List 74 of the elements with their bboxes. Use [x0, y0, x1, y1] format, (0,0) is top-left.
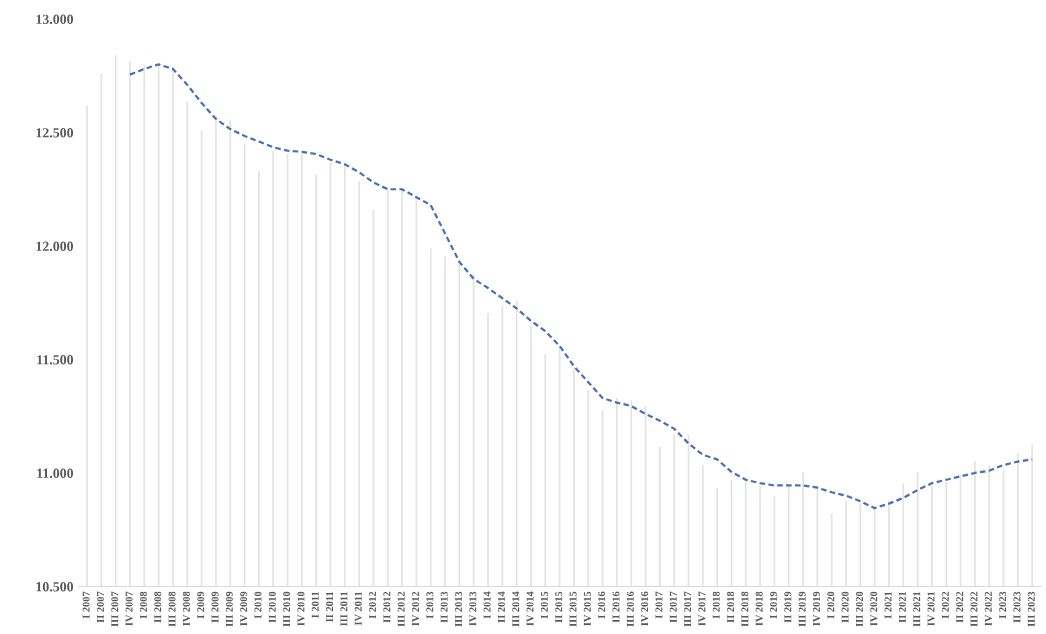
x-tick-label: IV 2009 [240, 591, 248, 626]
x-tick-label: II 2016 [612, 591, 620, 623]
x-tick-label: III 2008 [168, 591, 176, 627]
x-tick-label: IV 2022 [984, 591, 992, 626]
x-tick-label: II 2009 [211, 591, 219, 623]
x-tick-label: I 2010 [254, 591, 262, 619]
x-tick-label: II 2020 [841, 591, 849, 623]
x-tick-label: I 2017 [655, 591, 663, 619]
y-tick-label: 11.500 [37, 355, 74, 365]
x-tick-label: I 2009 [197, 591, 205, 619]
y-tick-label: 11.000 [37, 468, 74, 478]
x-tick-label: I 2019 [769, 591, 778, 619]
x-tick-label: IV 2014 [526, 591, 534, 626]
x-tick-label: III 2023 [1027, 591, 1035, 627]
y-tick-label: 12.500 [36, 128, 74, 138]
x-tick-label: II 2014 [497, 591, 505, 623]
x-tick-label: IV 2020 [870, 591, 878, 626]
x-tick-label: III 2012 [397, 591, 405, 627]
line-series [128, 63, 1034, 510]
x-tick-label: I 2015 [540, 591, 548, 619]
x-tick-label: I 2020 [827, 591, 835, 619]
x-tick-label: II 2023 [1013, 591, 1021, 623]
x-tick-label: IV 2021 [927, 591, 935, 626]
x-tick-label: IV 2015 [583, 591, 591, 626]
x-tick-label: III 2020 [855, 591, 863, 627]
x-tick-label: I 2007 [82, 591, 90, 619]
x-tick-label: III 2017 [684, 591, 692, 627]
x-tick-label: IV 2019 [812, 591, 821, 626]
x-tick-label: IV 2011 [354, 591, 362, 626]
x-tick-label: III 2013 [454, 591, 462, 627]
x-tick-label: I 2016 [598, 591, 606, 619]
x-tick-label: III 2015 [569, 591, 577, 627]
x-tick-label: III 2021 [913, 591, 921, 627]
x-tick-label: IV 2008 [182, 591, 190, 626]
x-tick-label: III 2016 [626, 591, 634, 627]
y-tick-label: 12.000 [36, 241, 74, 252]
x-tick-label: III 2009 [225, 591, 233, 627]
x-tick-label: III 2022 [970, 591, 978, 627]
x-tick-label: I 2008 [139, 591, 147, 619]
x-tick-label: III 2018 [741, 591, 749, 627]
x-tick-label: II 2021 [898, 591, 906, 623]
x-tick-label: I 2023 [999, 591, 1007, 619]
x-tick-label: III 2014 [512, 591, 520, 627]
x-tick-label: II 2007 [96, 591, 104, 623]
x-tick-label: IV 2017 [698, 591, 706, 626]
x-tick-label: III 2019 [798, 591, 806, 627]
x-tick-label: II 2019 [784, 591, 792, 623]
x-tick-label: I 2012 [369, 591, 377, 619]
x-tick-label: II 2018 [727, 591, 735, 623]
x-tick-label: II 2015 [555, 591, 563, 623]
y-tick-label: 13.000 [36, 14, 74, 25]
x-tick-label: I 2022 [941, 591, 949, 619]
x-tick-label: II 2012 [383, 591, 391, 623]
x-tick-label: I 2013 [426, 591, 434, 619]
x-tick-label: III 2011 [340, 591, 348, 626]
x-tick-label: II 2008 [154, 591, 162, 623]
x-tick-label: II 2010 [268, 591, 276, 623]
x-tick-label: I 2011 [311, 591, 319, 618]
x-tick-label: I 2021 [884, 591, 892, 619]
x-tick-label: I 2018 [712, 591, 720, 619]
x-tick-label: II 2013 [440, 591, 448, 623]
x-tick-label: IV 2010 [297, 591, 305, 626]
x-tick-label: IV 2016 [641, 591, 649, 626]
y-tick-label: 10.500 [36, 582, 74, 592]
x-tick-label: I 2014 [483, 591, 491, 619]
x-tick-label: III 2007 [111, 591, 119, 627]
x-tick-label: II 2011 [326, 591, 334, 622]
x-tick-label: III 2010 [283, 591, 291, 627]
x-tick-label: IV 2007 [125, 591, 133, 626]
x-tick-label: II 2017 [669, 591, 677, 623]
x-tick-label: IV 2012 [411, 591, 420, 626]
x-tick-label: IV 2013 [469, 591, 477, 626]
x-tick-label: II 2022 [956, 591, 964, 623]
x-tick-label: IV 2018 [755, 591, 763, 626]
